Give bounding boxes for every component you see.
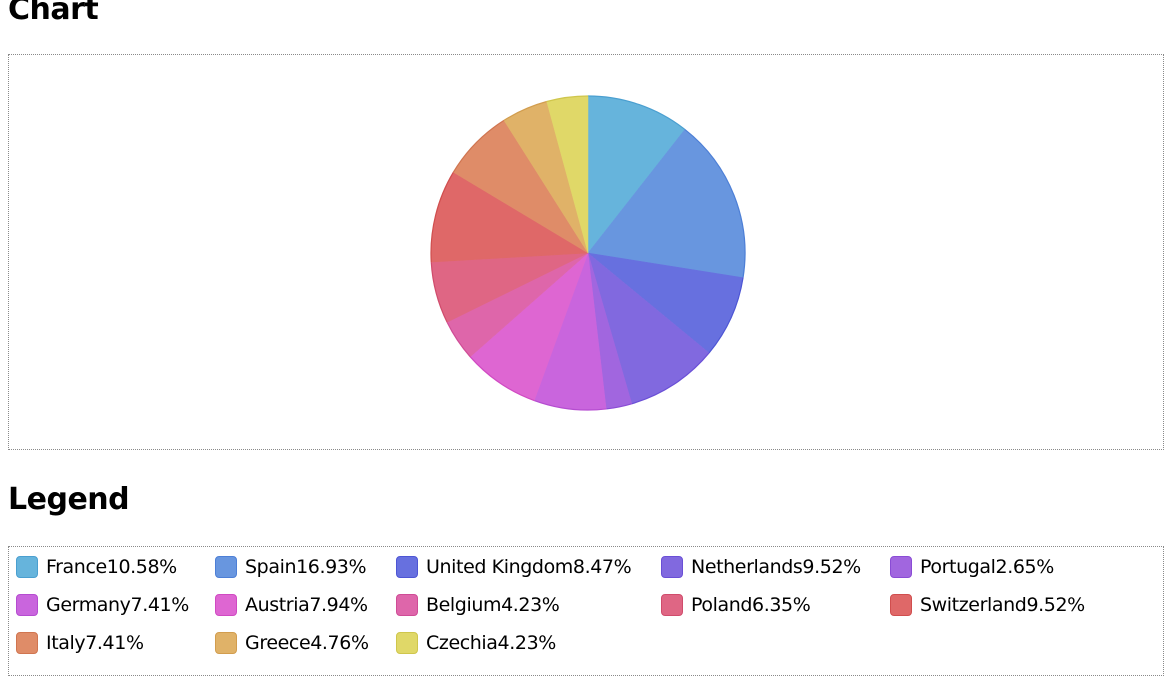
legend-item-france[interactable]: France 10.58% — [16, 554, 177, 580]
legend-label: France — [46, 556, 107, 578]
pie-slice-edge — [684, 128, 746, 278]
chart-heading: Chart — [8, 0, 99, 27]
legend-value: 8.47% — [572, 556, 632, 578]
legend-item-austria[interactable]: Austria 7.94% — [215, 592, 368, 618]
pie-slice-edge — [430, 171, 454, 263]
pie-slice-edge — [708, 277, 744, 354]
pie-slice-edge — [534, 399, 607, 411]
legend-value: 6.35% — [752, 594, 811, 616]
legend-label: Poland — [691, 594, 753, 616]
legend-item-netherlands[interactable]: Netherlands 9.52% — [661, 554, 861, 580]
legend-item-belgium[interactable]: Belgium 4.23% — [396, 592, 560, 618]
pie-slice-edge — [430, 262, 448, 323]
legend-item-greece[interactable]: Greece 4.76% — [215, 630, 369, 656]
legend-swatch — [661, 594, 683, 616]
pie-chart — [430, 95, 746, 411]
pie-slice-edge — [631, 352, 710, 405]
legend-item-czechia[interactable]: Czechia 4.23% — [396, 630, 556, 656]
legend-label: Germany — [46, 594, 131, 616]
legend-swatch — [661, 556, 683, 578]
legend-value: 10.58% — [106, 556, 177, 578]
legend-swatch — [396, 632, 418, 654]
legend-swatch — [396, 556, 418, 578]
legend-swatch — [16, 632, 38, 654]
legend-swatch — [215, 556, 237, 578]
legend-value: 2.65% — [995, 556, 1055, 578]
legend-value: 4.23% — [501, 594, 560, 616]
legend-swatch — [890, 556, 912, 578]
legend-value: 4.76% — [310, 632, 369, 654]
pie-slice-edge — [469, 356, 535, 402]
legend-label: Switzerland — [920, 594, 1027, 616]
legend-value: 4.23% — [497, 632, 557, 654]
chart-container — [8, 54, 1164, 450]
legend-heading: Legend — [8, 482, 130, 517]
legend-swatch — [215, 632, 237, 654]
legend-swatch — [396, 594, 418, 616]
legend-label: Czechia — [426, 632, 498, 654]
legend-swatch — [890, 594, 912, 616]
pie-slice-edge — [587, 95, 686, 130]
legend-swatch — [16, 594, 38, 616]
legend: France 10.58% Spain 16.93% United Kingdom … — [8, 546, 1164, 676]
legend-label: Greece — [245, 632, 311, 654]
legend-label: Austria — [245, 594, 310, 616]
pie-slice-edge — [546, 95, 589, 103]
pie-slice-edge — [452, 119, 505, 173]
legend-item-poland[interactable]: Poland 6.35% — [661, 592, 811, 618]
legend-value: 9.52% — [802, 556, 861, 578]
legend-label: Netherlands — [691, 556, 803, 578]
legend-label: Spain — [245, 556, 297, 578]
legend-label: United Kingdom — [426, 556, 573, 578]
legend-swatch — [215, 594, 237, 616]
legend-value: 7.41% — [130, 594, 190, 616]
legend-value: 7.94% — [309, 594, 368, 616]
legend-item-italy[interactable]: Italy 7.41% — [16, 630, 144, 656]
legend-value: 7.41% — [85, 632, 144, 654]
legend-item-united-kingdom[interactable]: United Kingdom 8.47% — [396, 554, 632, 580]
pie-slice-edge — [503, 100, 547, 121]
legend-swatch — [16, 556, 38, 578]
legend-label: Belgium — [426, 594, 502, 616]
legend-label: Italy — [46, 632, 86, 654]
legend-value: 16.93% — [296, 556, 367, 578]
legend-item-spain[interactable]: Spain 16.93% — [215, 554, 367, 580]
legend-label: Portugal — [920, 556, 996, 578]
legend-value: 9.52% — [1026, 594, 1085, 616]
legend-item-germany[interactable]: Germany 7.41% — [16, 592, 189, 618]
legend-item-switzerland[interactable]: Switzerland 9.52% — [890, 592, 1085, 618]
legend-item-portugal[interactable]: Portugal 2.65% — [890, 554, 1054, 580]
